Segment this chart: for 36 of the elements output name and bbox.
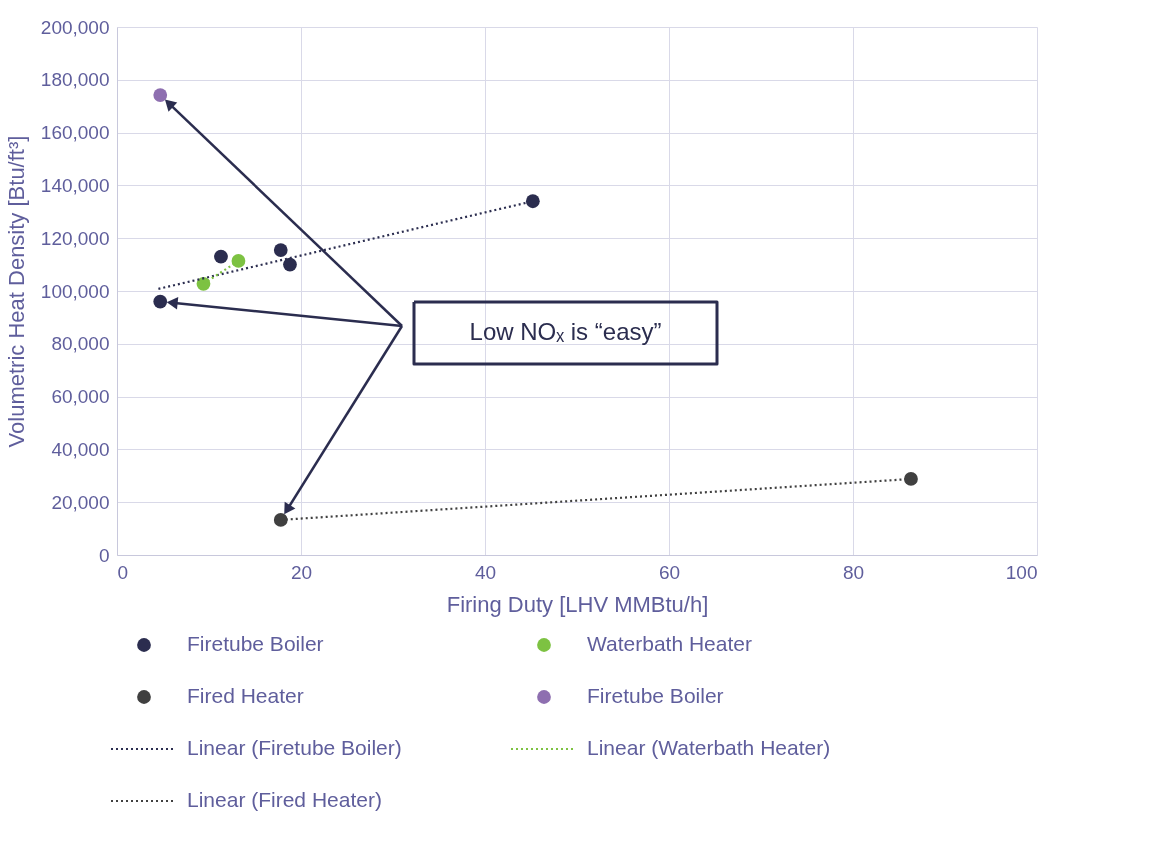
y-tick-label: 180,000 bbox=[40, 69, 110, 91]
x-tick-label: 60 bbox=[658, 561, 681, 583]
y-tick-label: 100,000 bbox=[40, 280, 110, 302]
y-axis-title: Volumetric Heat Density [Btu/ft³] bbox=[3, 135, 29, 448]
legend-label: Linear (Firetube Boiler) bbox=[187, 736, 402, 759]
legend-label: Waterbath Heater bbox=[587, 632, 752, 655]
legend-label: Fired Heater bbox=[187, 684, 304, 707]
x-tick-label: 100 bbox=[1005, 561, 1038, 583]
point bbox=[153, 294, 168, 309]
y-tick-label: 40,000 bbox=[51, 438, 110, 460]
point bbox=[273, 243, 288, 257]
annotation: Low NOₓ is “easy” bbox=[469, 318, 662, 345]
y-tick-label: 20,000 bbox=[51, 491, 110, 513]
point bbox=[525, 194, 540, 209]
point bbox=[283, 257, 297, 272]
point bbox=[273, 513, 288, 527]
point bbox=[231, 254, 246, 268]
legend-label: Linear (Waterbath Heater) bbox=[587, 736, 831, 759]
point bbox=[214, 249, 228, 264]
x-tick-label: 80 bbox=[842, 561, 865, 583]
legend-label: Firetube Boiler bbox=[187, 632, 324, 655]
x-tick-label: 0 bbox=[117, 561, 129, 583]
y-tick-label: 120,000 bbox=[40, 227, 110, 249]
y-tick-label: 0 bbox=[98, 544, 110, 566]
y-tick-label: 140,000 bbox=[40, 174, 110, 196]
y-tick-label: 80,000 bbox=[51, 333, 110, 355]
point bbox=[904, 472, 918, 486]
x-tick-label: 20 bbox=[290, 561, 313, 583]
point bbox=[153, 88, 168, 102]
legend-label: Linear (Fired Heater) bbox=[187, 788, 382, 811]
x-axis-title: Firing Duty [LHV MMBtu/h] bbox=[446, 591, 709, 617]
y-tick-label: 160,000 bbox=[40, 122, 110, 144]
y-tick-label: 60,000 bbox=[51, 386, 110, 408]
x-tick-label: 40 bbox=[474, 561, 497, 583]
legend-label: Firetube Boiler bbox=[587, 684, 724, 707]
y-tick-label: 200,000 bbox=[40, 16, 110, 38]
